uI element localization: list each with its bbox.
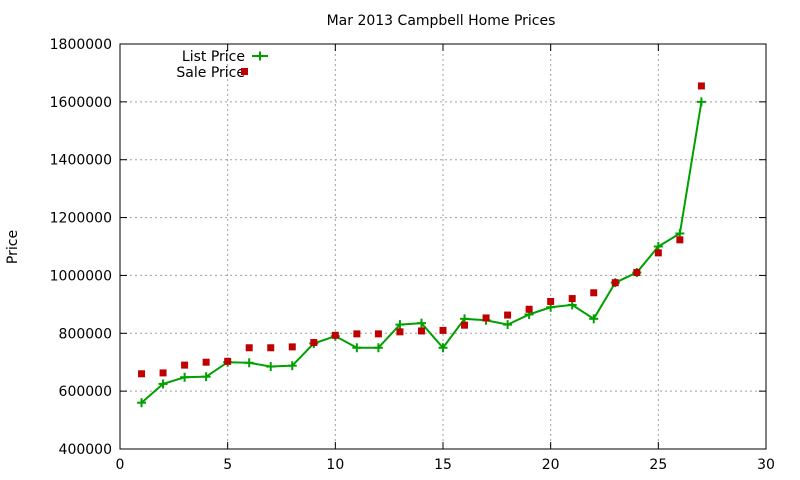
data-point-sale-price bbox=[482, 314, 490, 322]
data-point-sale-price bbox=[504, 311, 512, 319]
data-point-list-price bbox=[395, 320, 405, 330]
series-line-list-price bbox=[140, 101, 703, 404]
data-point-list-price bbox=[416, 318, 426, 328]
data-point-list-price bbox=[352, 343, 362, 353]
data-point-sale-price bbox=[654, 249, 662, 257]
x-tick-label: 15 bbox=[434, 457, 452, 473]
x-tick-label: 25 bbox=[649, 457, 667, 473]
data-point-sale-price bbox=[417, 327, 425, 335]
data-point-sale-price bbox=[245, 344, 253, 352]
data-point-list-price bbox=[503, 320, 513, 330]
data-point-list-price bbox=[244, 358, 254, 368]
x-tick-label: 20 bbox=[542, 457, 560, 473]
y-tick-label: 400000 bbox=[59, 442, 112, 458]
data-point-sale-price bbox=[461, 321, 469, 329]
data-point-sale-price bbox=[181, 361, 189, 369]
data-point-list-price bbox=[180, 372, 190, 382]
data-point-sale-price bbox=[611, 279, 619, 287]
data-point-list-price bbox=[373, 343, 383, 353]
y-tick-label: 1800000 bbox=[50, 37, 112, 53]
data-point-sale-price bbox=[547, 297, 555, 305]
data-point-sale-price bbox=[633, 269, 641, 277]
y-tick-label: 1600000 bbox=[50, 95, 112, 111]
plot-area bbox=[137, 82, 706, 408]
axes: 0 5 10 15 20 25 30 400000 600000 800000 1000000 120… bbox=[50, 37, 775, 473]
y-tick-label: 1400000 bbox=[50, 153, 112, 169]
data-point-list-price bbox=[589, 314, 599, 324]
data-point-list-price bbox=[158, 379, 168, 389]
legend-marker-sale-price bbox=[241, 68, 248, 75]
legend-label-sale-price: Sale Price bbox=[176, 65, 245, 81]
chart-title: Mar 2013 Campbell Home Prices bbox=[327, 13, 556, 29]
data-point-sale-price bbox=[224, 357, 232, 365]
y-axis-label: Price bbox=[5, 230, 21, 264]
x-tick-label: 5 bbox=[223, 457, 232, 473]
y-tick-label: 600000 bbox=[59, 384, 112, 400]
data-point-sale-price bbox=[568, 295, 576, 303]
x-tick-label: 30 bbox=[757, 457, 775, 473]
y-tick-label: 1000000 bbox=[50, 268, 112, 284]
data-point-sale-price bbox=[439, 326, 447, 334]
data-point-list-price bbox=[201, 372, 211, 382]
data-point-sale-price bbox=[267, 344, 275, 352]
data-point-sale-price bbox=[676, 236, 684, 244]
data-point-sale-price bbox=[138, 370, 146, 378]
data-point-sale-price bbox=[396, 328, 404, 336]
y-tick-label: 800000 bbox=[59, 326, 112, 342]
data-point-sale-price bbox=[590, 289, 598, 297]
grid bbox=[120, 44, 766, 449]
x-tick-label: 0 bbox=[116, 457, 125, 473]
data-point-sale-price bbox=[374, 330, 382, 338]
data-point-list-price bbox=[438, 343, 448, 353]
data-point-sale-price bbox=[331, 331, 339, 339]
data-point-list-price bbox=[696, 97, 706, 107]
x-tick-label: 10 bbox=[326, 457, 344, 473]
data-point-sale-price bbox=[159, 369, 167, 377]
data-point-sale-price bbox=[288, 343, 296, 351]
data-point-list-price bbox=[266, 362, 276, 372]
data-point-list-price bbox=[287, 361, 297, 371]
data-point-sale-price bbox=[202, 358, 210, 366]
data-point-sale-price bbox=[310, 339, 318, 347]
y-tick-label: 1200000 bbox=[50, 211, 112, 227]
data-point-sale-price bbox=[697, 82, 705, 90]
data-point-sale-price bbox=[353, 330, 361, 338]
legend-label-list-price: List Price bbox=[182, 49, 245, 65]
data-point-sale-price bbox=[525, 305, 533, 313]
data-point-list-price bbox=[137, 398, 147, 408]
